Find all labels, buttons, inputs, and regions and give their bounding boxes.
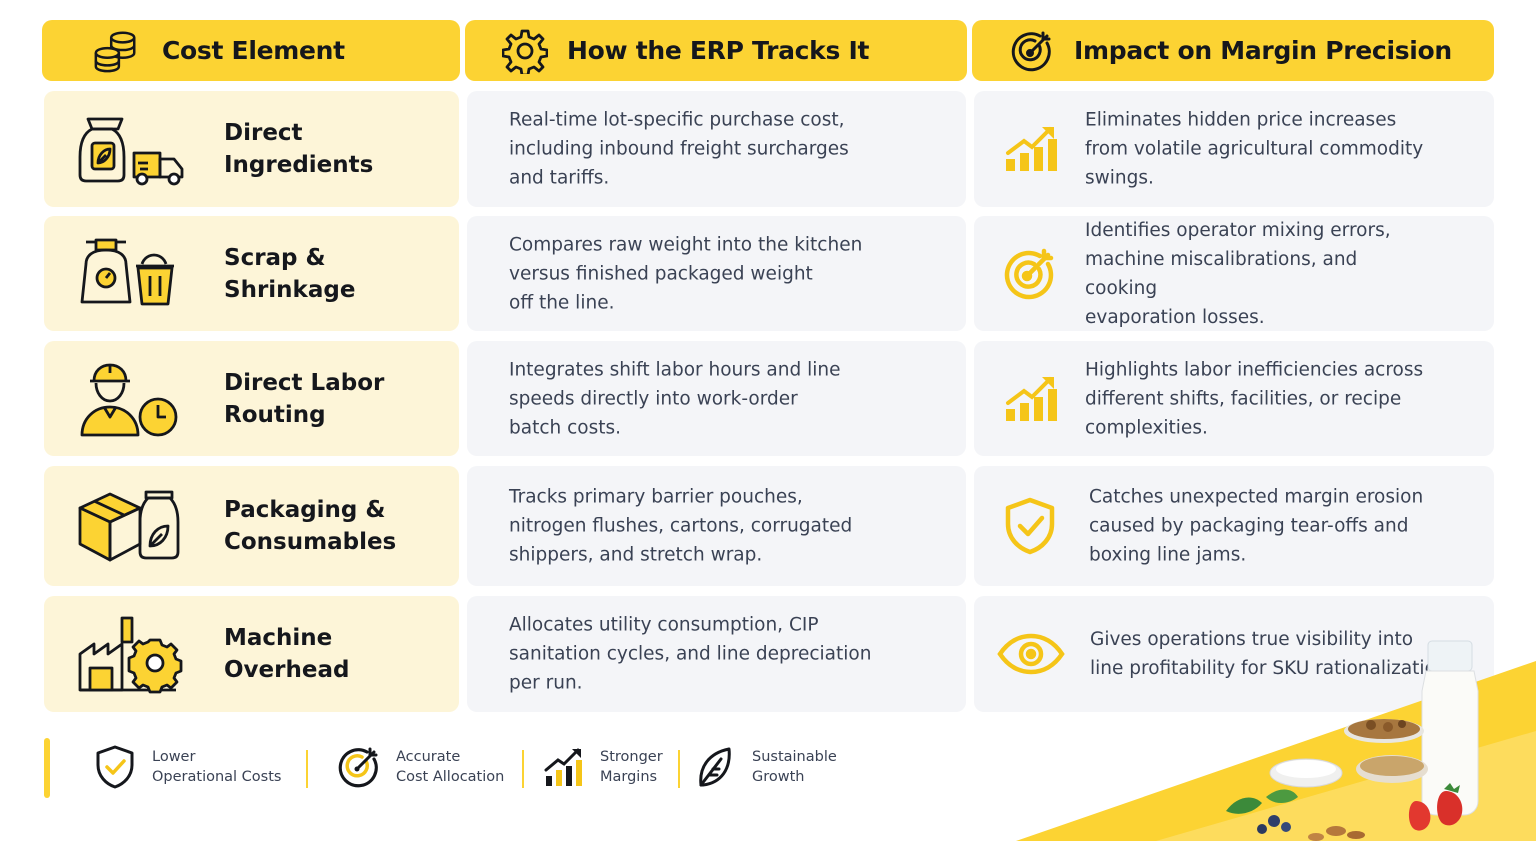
- footer-divider: [306, 750, 308, 788]
- row-2-cost-element: Scrap & Shrinkage: [44, 216, 459, 331]
- cost-element-label: Scrap & Shrinkage: [224, 244, 356, 303]
- row-4-erp-tracking: Tracks primary barrier pouches, nitrogen…: [467, 466, 966, 586]
- row-4-cost-element: Packaging & Consumables: [44, 466, 459, 586]
- impact-description: Identifies operator mixing errors, machi…: [1085, 219, 1391, 328]
- footer-accent-bar: [44, 738, 50, 798]
- row-1-erp-tracking: Real-time lot-specific purchase cost, in…: [467, 91, 966, 207]
- footer-divider: [522, 750, 524, 788]
- impact-description: Catches unexpected margin erosion caused…: [1089, 486, 1424, 566]
- coins-icon: [92, 27, 140, 75]
- gear-icon: [501, 27, 549, 75]
- factory-gear-icon: [76, 614, 188, 694]
- benefit-label: Sustainable Growth: [752, 749, 837, 785]
- benefit-lower-costs: Lower Operational Costs: [92, 742, 281, 792]
- benefit-sustainable-growth: Sustainable Growth: [692, 742, 837, 792]
- row-5-erp-tracking: Allocates utility consumption, CIP sanit…: [467, 596, 966, 712]
- growth-chart-icon: [1000, 119, 1060, 179]
- row-5-cost-element: Machine Overhead: [44, 596, 459, 712]
- row-1-cost-element: Direct Ingredients: [44, 91, 459, 207]
- footer-divider: [678, 750, 680, 788]
- row-1-margin-impact: Eliminates hidden price increases from v…: [974, 91, 1494, 207]
- tracking-description: Compares raw weight into the kitchen ver…: [509, 234, 863, 313]
- header-erp-tracking: How the ERP Tracks It: [465, 20, 967, 81]
- impact-description: Gives operations true visibility into li…: [1090, 629, 1454, 679]
- tracking-description: Real-time lot-specific purchase cost, in…: [509, 109, 849, 189]
- tracking-description: Tracks primary barrier pouches, nitrogen…: [509, 486, 853, 566]
- cost-element-label: Packaging & Consumables: [224, 497, 397, 555]
- target-icon: [1008, 27, 1056, 75]
- header-label: Impact on Margin Precision: [1074, 36, 1452, 65]
- benefit-label: Lower Operational Costs: [152, 749, 282, 785]
- benefit-label: Stronger Margins: [600, 749, 663, 785]
- shield-check-icon: [92, 744, 138, 790]
- tracking-description: Allocates utility consumption, CIP sanit…: [509, 614, 872, 694]
- impact-description: Highlights labor inefficiencies across d…: [1085, 359, 1424, 438]
- row-2-erp-tracking: Compares raw weight into the kitchen ver…: [467, 216, 966, 331]
- cost-element-label: Machine Overhead: [224, 625, 350, 683]
- row-4-margin-impact: Catches unexpected margin erosion caused…: [974, 466, 1494, 586]
- growth-chart-icon: [1000, 369, 1060, 429]
- tracking-description: Integrates shift labor hours and line sp…: [509, 359, 841, 438]
- header-margin-impact: Impact on Margin Precision: [972, 20, 1494, 81]
- cost-element-label: Direct Ingredients: [224, 120, 374, 178]
- eye-icon: [996, 624, 1066, 684]
- header-cost-element: Cost Element: [42, 20, 460, 81]
- row-5-margin-impact: Gives operations true visibility into li…: [974, 596, 1494, 712]
- benefits-footer: Lower Operational Costs Accurate Cost Al…: [44, 736, 844, 798]
- row-3-margin-impact: Highlights labor inefficiencies across d…: [974, 341, 1494, 456]
- benefit-stronger-margins: Stronger Margins: [540, 742, 663, 792]
- ingredients-truck-icon: [76, 109, 188, 189]
- target-icon: [336, 744, 382, 790]
- food-ingredients-illustration: [1016, 640, 1536, 841]
- impact-description: Eliminates hidden price increases from v…: [1085, 109, 1424, 189]
- shield-check-icon: [1000, 496, 1060, 556]
- cost-element-label: Direct Labor Routing: [224, 369, 385, 428]
- growth-chart-icon: [540, 744, 586, 790]
- row-3-cost-element: Direct Labor Routing: [44, 341, 459, 456]
- benefit-accurate-allocation: Accurate Cost Allocation: [336, 742, 504, 792]
- benefit-label: Accurate Cost Allocation: [396, 749, 505, 785]
- target-icon: [1000, 244, 1060, 304]
- header-label: Cost Element: [162, 36, 345, 65]
- row-2-margin-impact: Identifies operator mixing errors, machi…: [974, 216, 1494, 331]
- row-3-erp-tracking: Integrates shift labor hours and line sp…: [467, 341, 966, 456]
- scale-bin-icon: [76, 234, 188, 314]
- box-pouch-icon: [76, 486, 188, 566]
- header-label: How the ERP Tracks It: [567, 36, 870, 65]
- worker-clock-icon: [76, 359, 188, 439]
- leaf-icon: [692, 744, 738, 790]
